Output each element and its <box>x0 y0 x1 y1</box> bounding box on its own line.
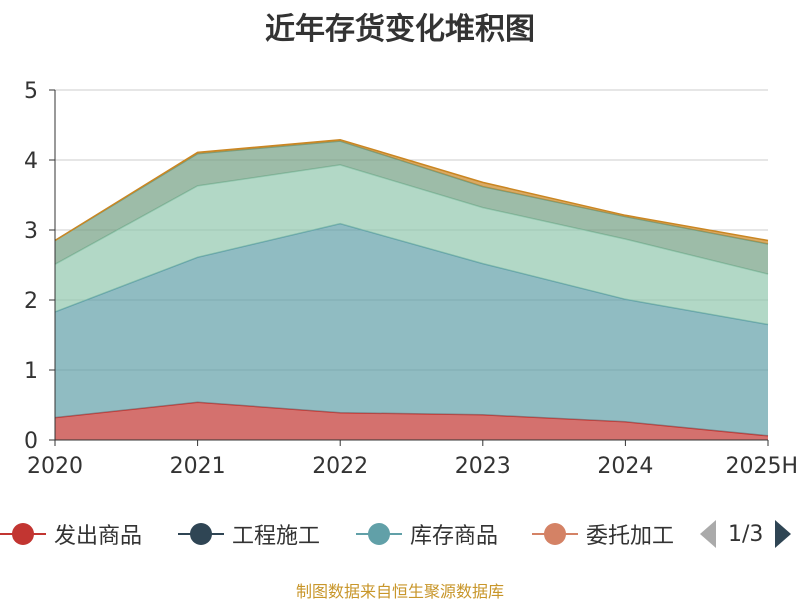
legend-marker-icon <box>178 519 224 549</box>
legend-pager: 1/3 <box>700 518 792 550</box>
previous-page-icon[interactable] <box>700 520 716 548</box>
x-tick-label: 2022 <box>312 454 368 479</box>
series-area-4 <box>55 164 768 325</box>
x-tick-label: 2023 <box>455 454 511 479</box>
legend-item-0[interactable]: 发出商品 <box>0 516 142 552</box>
legend-label: 工程施工 <box>232 524 321 549</box>
legend: 发出商品 工程施工 库存商品 委托加工 <box>0 516 800 552</box>
legend-marker-icon <box>532 519 578 549</box>
legend-dot <box>190 523 212 545</box>
legend-dot <box>12 523 34 545</box>
legend-item-2[interactable]: 库存商品 <box>356 516 498 552</box>
legend-label: 委托加工 <box>586 524 675 549</box>
x-tick-label: 2020 <box>27 454 83 479</box>
x-tick-label: 2021 <box>170 454 226 479</box>
legend-label: 发出商品 <box>54 524 143 549</box>
x-tick-label: 2024 <box>597 454 653 479</box>
legend-dot <box>368 523 390 545</box>
x-tick-label: 2025H <box>725 454 798 479</box>
legend-dot <box>544 523 566 545</box>
legend-marker-icon <box>0 519 46 549</box>
series-line-6 <box>54 138 769 242</box>
y-tick-label: 1 <box>24 359 38 384</box>
y-tick-label: 4 <box>24 149 38 174</box>
y-tick-label: 2 <box>24 289 38 314</box>
legend-item-3[interactable]: 委托加工 <box>532 516 674 552</box>
legend-page-indicator: 1/3 <box>728 521 764 547</box>
legend-item-1[interactable]: 工程施工 <box>178 516 320 552</box>
y-tick-label: 3 <box>24 219 38 244</box>
source-note: 制图数据来自恒生聚源数据库 <box>295 582 504 601</box>
legend-label: 库存商品 <box>410 524 499 549</box>
y-tick-label: 5 <box>24 79 38 104</box>
y-tick-label: 0 <box>24 429 38 454</box>
series-area-5 <box>55 141 768 275</box>
legend-marker-icon <box>356 519 402 549</box>
series-area-0 <box>55 402 768 440</box>
next-page-icon[interactable] <box>775 520 792 548</box>
series-area-2 <box>55 223 768 436</box>
chart-title: 近年存货变化堆积图 <box>265 12 535 47</box>
